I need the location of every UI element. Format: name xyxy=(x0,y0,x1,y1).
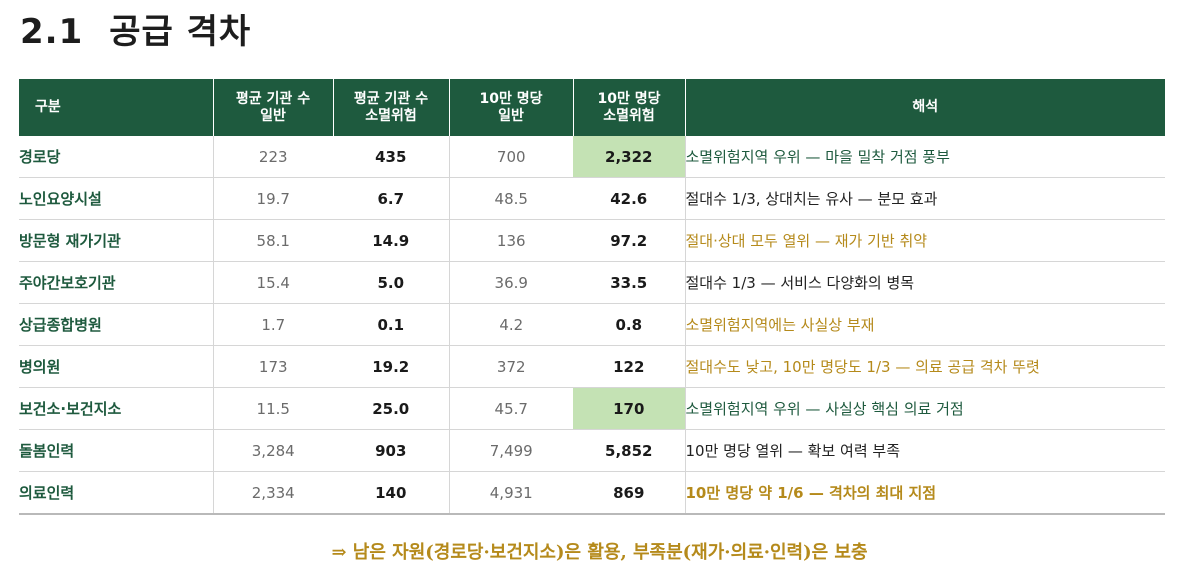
row-label: 보건소·보건지소 xyxy=(19,387,214,430)
header-interpretation: 해석 xyxy=(685,79,1165,136)
per100k-general-value: 372 xyxy=(449,345,573,388)
avg-general-value: 3,284 xyxy=(213,429,333,472)
table-row: 의료인력 2,334 140 4,931 869 10만 명당 약 1/6 — 격차의 최… xyxy=(19,471,1165,515)
interpretation-note: 절대수도 낮고, 10만 명당도 1/3 — 의료 공급 격차 뚜렷 xyxy=(685,345,1165,388)
header-category: 구분 xyxy=(19,79,214,136)
table-row: 방문형 재가기관 58.1 14.9 136 97.2 절대·상대 모두 열위 — 재가 … xyxy=(19,219,1165,262)
per100k-general-value: 45.7 xyxy=(449,387,573,430)
header-per100k-general: 10만 명당 일반 xyxy=(449,79,574,136)
interpretation-note: 절대수 1/3, 상대치는 유사 — 분모 효과 xyxy=(685,177,1165,220)
per100k-risk-value: 2,322 xyxy=(573,136,686,178)
avg-general-value: 223 xyxy=(213,136,333,178)
per100k-risk-value: 5,852 xyxy=(573,429,686,472)
table-row: 병의원 173 19.2 372 122 절대수도 낮고, 10만 명당도 1/3 — 의… xyxy=(19,345,1165,388)
avg-risk-value: 6.7 xyxy=(333,177,450,220)
per100k-risk-value: 170 xyxy=(573,387,686,430)
row-label: 돌봄인력 xyxy=(19,429,214,472)
avg-risk-value: 140 xyxy=(333,471,450,515)
per100k-risk-value: 97.2 xyxy=(573,219,686,262)
avg-general-value: 19.7 xyxy=(213,177,333,220)
avg-risk-value: 435 xyxy=(333,136,450,178)
interpretation-note: 소멸위험지역 우위 — 사실상 핵심 의료 거점 xyxy=(685,387,1165,430)
per100k-general-value: 4,931 xyxy=(449,471,573,515)
per100k-general-value: 48.5 xyxy=(449,177,573,220)
row-label: 상급종합병원 xyxy=(19,303,214,346)
row-label: 노인요양시설 xyxy=(19,177,214,220)
interpretation-note: 소멸위험지역에는 사실상 부재 xyxy=(685,303,1165,346)
avg-general-value: 173 xyxy=(213,345,333,388)
page-title: 2.1 공급 격차 xyxy=(20,4,251,53)
table-row: 경로당 223 435 700 2,322 소멸위험지역 우위 — 마을 밀착 거점 풍부 xyxy=(19,136,1165,178)
per100k-risk-value: 42.6 xyxy=(573,177,686,220)
conclusion-text: ⇒ 남은 자원(경로당·보건지소)은 활용, 부족분(재가·의료·인력)은 보충 xyxy=(331,542,868,563)
header-avg-risk: 평균 기관 수 소멸위험 xyxy=(333,79,450,136)
per100k-risk-value: 122 xyxy=(573,345,686,388)
per100k-general-value: 4.2 xyxy=(449,303,573,346)
table-row: 돌봄인력 3,284 903 7,499 5,852 10만 명당 열위 — 확보 여력 … xyxy=(19,429,1165,472)
avg-general-value: 11.5 xyxy=(213,387,333,430)
avg-risk-value: 0.1 xyxy=(333,303,450,346)
table-row: 상급종합병원 1.7 0.1 4.2 0.8 소멸위험지역에는 사실상 부재 xyxy=(19,303,1165,346)
per100k-general-value: 136 xyxy=(449,219,573,262)
avg-risk-value: 19.2 xyxy=(333,345,450,388)
header-avg-general: 평균 기관 수 일반 xyxy=(213,79,334,136)
per100k-general-value: 36.9 xyxy=(449,261,573,304)
avg-risk-value: 5.0 xyxy=(333,261,450,304)
interpretation-note: 소멸위험지역 우위 — 마을 밀착 거점 풍부 xyxy=(685,136,1165,178)
avg-risk-value: 14.9 xyxy=(333,219,450,262)
per100k-risk-value: 869 xyxy=(573,471,686,515)
row-label: 경로당 xyxy=(19,136,214,178)
table-header-row: 구분 평균 기관 수 일반 평균 기관 수 소멸위험 10만 명당 일반 10만 명당… xyxy=(19,79,1165,136)
avg-general-value: 58.1 xyxy=(213,219,333,262)
table-row: 주야간보호기관 15.4 5.0 36.9 33.5 절대수 1/3 — 서비스 다양화의… xyxy=(19,261,1165,304)
section-title: 공급 격차 xyxy=(109,12,252,52)
per100k-risk-value: 33.5 xyxy=(573,261,686,304)
avg-risk-value: 25.0 xyxy=(333,387,450,430)
per100k-general-value: 700 xyxy=(449,136,573,178)
row-label: 병의원 xyxy=(19,345,214,388)
per100k-general-value: 7,499 xyxy=(449,429,573,472)
avg-general-value: 2,334 xyxy=(213,471,333,515)
interpretation-note: 절대·상대 모두 열위 — 재가 기반 취약 xyxy=(685,219,1165,262)
per100k-risk-value: 0.8 xyxy=(573,303,686,346)
row-label: 방문형 재가기관 xyxy=(19,219,214,262)
row-label: 의료인력 xyxy=(19,471,214,515)
supply-gap-table: 구분 평균 기관 수 일반 평균 기관 수 소멸위험 10만 명당 일반 10만 명당… xyxy=(19,79,1165,515)
avg-general-value: 1.7 xyxy=(213,303,333,346)
interpretation-note: 10만 명당 열위 — 확보 여력 부족 xyxy=(685,429,1165,472)
table-row: 노인요양시설 19.7 6.7 48.5 42.6 절대수 1/3, 상대치는 유사 — … xyxy=(19,177,1165,220)
header-per100k-risk: 10만 명당 소멸위험 xyxy=(573,79,686,136)
interpretation-note: 10만 명당 약 1/6 — 격차의 최대 지점 xyxy=(685,471,1165,515)
row-label: 주야간보호기관 xyxy=(19,261,214,304)
section-number: 2.1 xyxy=(20,12,84,52)
table-row: 보건소·보건지소 11.5 25.0 45.7 170 소멸위험지역 우위 — 사실상 핵… xyxy=(19,387,1165,430)
avg-general-value: 15.4 xyxy=(213,261,333,304)
interpretation-note: 절대수 1/3 — 서비스 다양화의 병목 xyxy=(685,261,1165,304)
avg-risk-value: 903 xyxy=(333,429,450,472)
